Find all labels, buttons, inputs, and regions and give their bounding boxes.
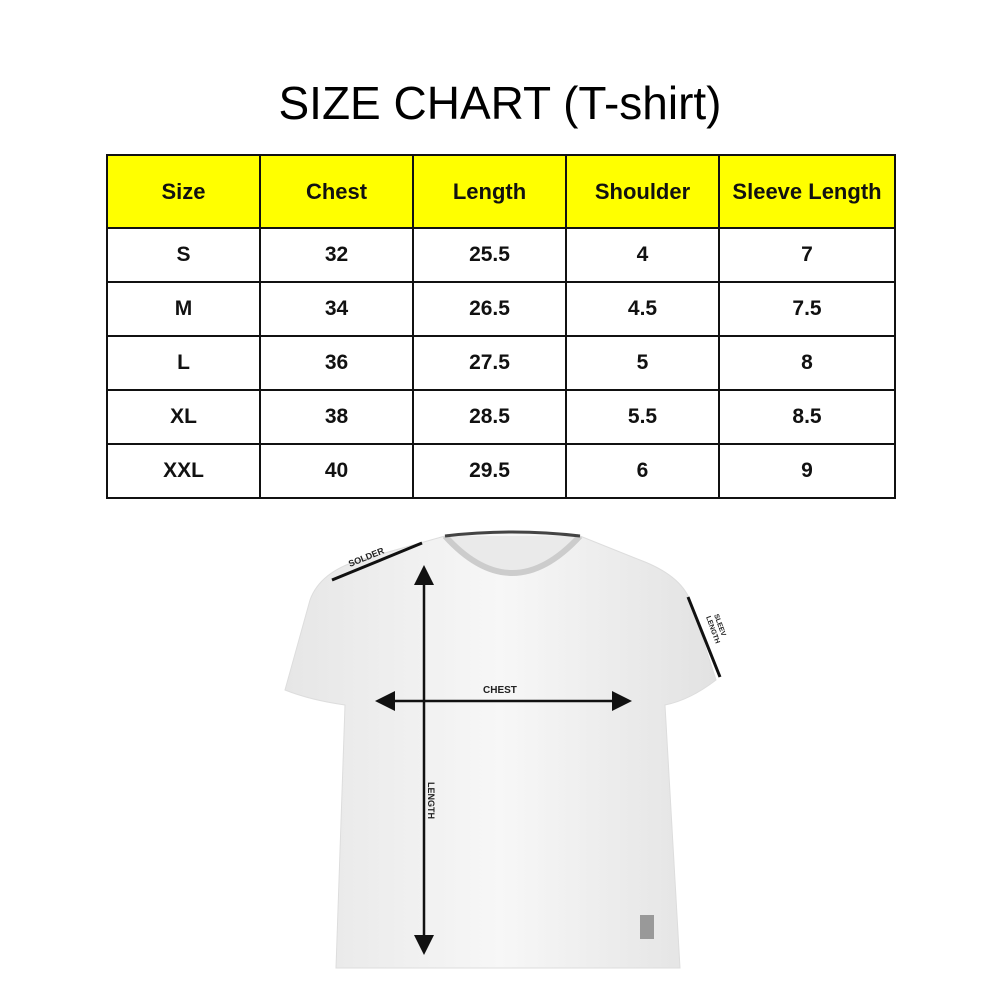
table-cell: S (106, 227, 261, 283)
table-cell: 36 (259, 335, 414, 391)
table-cell: 34 (259, 281, 414, 337)
header-cell: Size (106, 154, 261, 229)
tshirt-collar (442, 533, 583, 576)
header-cell: Sleeve Length (718, 154, 896, 229)
table-cell: 28.5 (412, 389, 567, 445)
table-cell: 6 (565, 443, 720, 499)
tshirt-tag (640, 915, 654, 939)
table-cell: 4.5 (565, 281, 720, 337)
table-cell: 9 (718, 443, 896, 499)
table-cell: 4 (565, 227, 720, 283)
sleeve-measure-line (686, 596, 722, 678)
shoulder-measure-line (331, 541, 423, 582)
table-cell: XXL (106, 443, 261, 499)
table-cell: M (106, 281, 261, 337)
table-row: XXL 40 29.5 6 9 (106, 443, 896, 499)
table-cell: 26.5 (412, 281, 567, 337)
header-cell: Length (412, 154, 567, 229)
table-cell: 27.5 (412, 335, 567, 391)
table-cell: 38 (259, 389, 414, 445)
table-cell: 5.5 (565, 389, 720, 445)
header-cell: Shoulder (565, 154, 720, 229)
table-row: L 36 27.5 5 8 (106, 335, 896, 391)
table-cell: 25.5 (412, 227, 567, 283)
tshirt-shape (284, 531, 717, 969)
table-row: S 32 25.5 4 7 (106, 227, 896, 283)
header-cell: Chest (259, 154, 414, 229)
table-cell: XL (106, 389, 261, 445)
table-cell: L (106, 335, 261, 391)
table-row: M 34 26.5 4.5 7.5 (106, 281, 896, 337)
table-cell: 8 (718, 335, 896, 391)
chest-label: CHEST (483, 685, 517, 696)
table-cell: 8.5 (718, 389, 896, 445)
table-cell: 40 (259, 443, 414, 499)
length-label: LENGTH (426, 782, 436, 819)
table-header-row: Size Chest Length Shoulder Sleeve Length (106, 154, 896, 229)
table-cell: 7 (718, 227, 896, 283)
table-cell: 32 (259, 227, 414, 283)
table-cell: 7.5 (718, 281, 896, 337)
size-table: Size Chest Length Shoulder Sleeve Length… (106, 154, 896, 499)
table-cell: 29.5 (412, 443, 567, 499)
page-title: SIZE CHART (T-shirt) (278, 77, 722, 129)
table-cell: 5 (565, 335, 720, 391)
table-row: XL 38 28.5 5.5 8.5 (106, 389, 896, 445)
